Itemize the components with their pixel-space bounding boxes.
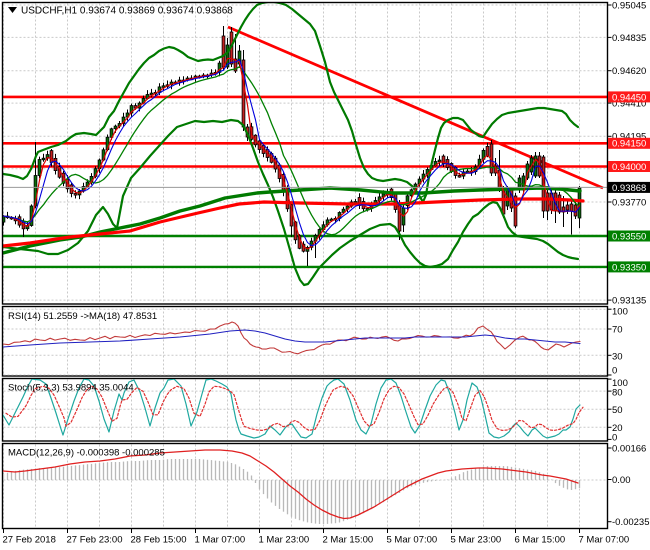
svg-text:-0.002356: -0.002356 [612,517,650,528]
svg-text:5 Mar 07:00: 5 Mar 07:00 [387,535,438,546]
svg-text:0.94150: 0.94150 [612,139,646,150]
svg-text:28 Feb 15:00: 28 Feb 15:00 [131,535,187,546]
svg-text:0: 0 [612,365,617,376]
svg-text:2 Mar 15:00: 2 Mar 15:00 [323,535,374,546]
svg-text:20: 20 [612,423,623,434]
svg-text:0.94620: 0.94620 [612,66,646,77]
svg-text:0.93135: 0.93135 [612,296,646,307]
svg-text:0.93868: 0.93868 [612,183,646,194]
svg-text:0.94450: 0.94450 [612,92,646,103]
svg-text:USDCHF,H1 0.93674 0.93869 0.9: USDCHF,H1 0.93674 0.93869 0.93674 0.9386… [21,6,233,17]
svg-text:0.94195: 0.94195 [612,132,646,143]
svg-text:7 Mar 07:00: 7 Mar 07:00 [579,535,630,546]
svg-text:1 Mar 07:00: 1 Mar 07:00 [195,535,246,546]
svg-text:0.93550: 0.93550 [612,231,646,242]
svg-text:100: 100 [612,307,628,318]
svg-text:50: 50 [612,405,623,416]
svg-text:0.94835: 0.94835 [612,33,646,44]
svg-text:Stoch(5,3,3) 53.9894 35.0044: Stoch(5,3,3) 53.9894 35.0044 [8,383,134,394]
svg-text:0.94000: 0.94000 [612,162,646,173]
svg-text:27 Feb 2018: 27 Feb 2018 [3,535,56,546]
svg-text:RSI(14) 51.2559 ->MA(18) 47.8: RSI(14) 51.2559 ->MA(18) 47.8531 [8,311,157,322]
svg-text:0.00: 0.00 [612,475,631,486]
svg-text:0.00166: 0.00166 [612,443,646,454]
svg-text:27 Feb 23:00: 27 Feb 23:00 [67,535,123,546]
svg-text:0.94410: 0.94410 [612,99,646,110]
svg-text:100: 100 [612,378,628,389]
svg-text:0.95045: 0.95045 [612,0,646,11]
svg-text:0.93770: 0.93770 [612,197,646,208]
svg-text:0.93350: 0.93350 [612,262,646,273]
svg-text:6 Mar 15:00: 6 Mar 15:00 [515,535,566,546]
svg-text:0: 0 [612,432,617,443]
svg-text:70: 70 [612,324,623,335]
svg-text:5 Mar 23:00: 5 Mar 23:00 [451,535,502,546]
svg-text:80: 80 [612,388,623,399]
svg-text:MACD(12,26,9) -0.000398 -0.000: MACD(12,26,9) -0.000398 -0.000285 [8,448,165,459]
svg-text:1 Mar 23:00: 1 Mar 23:00 [259,535,310,546]
svg-text:30: 30 [612,351,623,362]
